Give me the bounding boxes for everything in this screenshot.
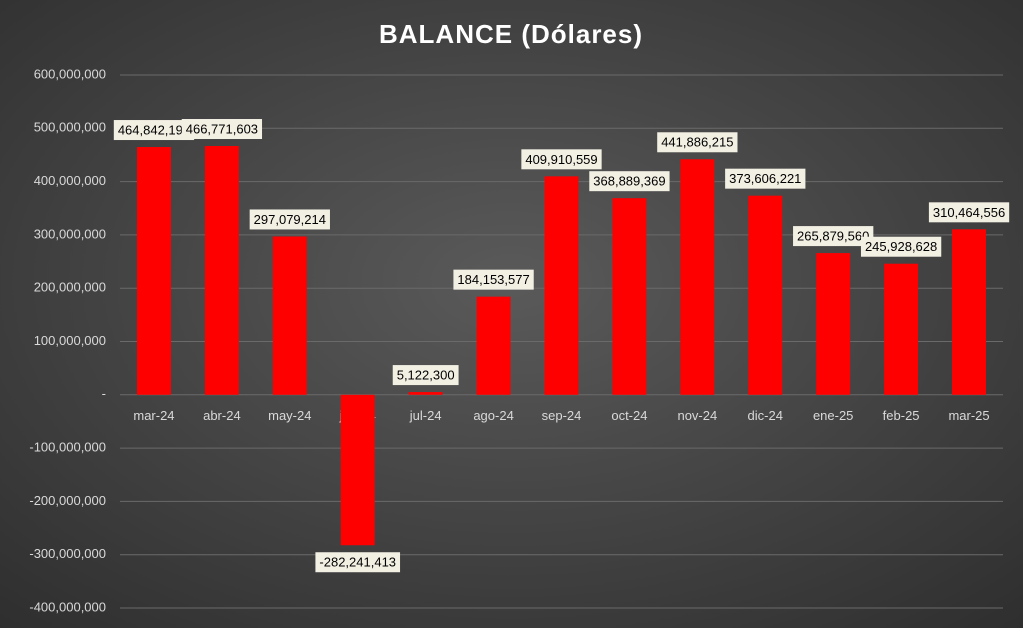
x-tick-label: nov-24	[677, 408, 717, 423]
data-label-text: -282,241,413	[319, 555, 396, 570]
x-tick-label: abr-24	[203, 408, 241, 423]
y-tick-label: -200,000,000	[29, 493, 106, 508]
y-tick-label: 100,000,000	[34, 333, 106, 348]
data-label-text: 265,879,560	[797, 229, 869, 244]
bar	[884, 263, 919, 395]
data-label: 466,771,603	[181, 119, 263, 140]
data-label: 441,886,215	[657, 132, 738, 153]
y-tick-label: 500,000,000	[34, 120, 106, 135]
bar	[952, 229, 987, 395]
data-label-text: 310,464,556	[933, 205, 1005, 220]
data-label-text: 441,886,215	[661, 135, 733, 150]
x-tick-label: ene-25	[813, 408, 853, 423]
bar	[476, 296, 511, 395]
data-label: 409,910,559	[521, 149, 602, 170]
x-tick-label: feb-25	[883, 408, 920, 423]
bar	[204, 146, 239, 395]
bar	[612, 198, 647, 395]
y-tick-label: -400,000,000	[29, 599, 106, 614]
data-label-box	[249, 209, 330, 230]
x-tick-label: may-24	[268, 408, 311, 423]
bar	[816, 253, 851, 395]
x-tick-label: oct-24	[611, 408, 647, 423]
data-label-box	[453, 269, 534, 290]
data-label-text: 5,122,300	[397, 368, 455, 383]
data-label-box	[860, 236, 942, 257]
data-label-box	[521, 149, 602, 170]
x-tick-label: sep-24	[542, 408, 582, 423]
data-label-text: 245,928,628	[865, 239, 937, 254]
y-tick-label: -	[102, 386, 106, 401]
data-label-text: 409,910,559	[525, 152, 597, 167]
data-label-box	[657, 132, 738, 153]
y-tick-label: -100,000,000	[29, 440, 106, 455]
data-label: 373,606,221	[725, 168, 806, 189]
bar	[748, 195, 783, 395]
y-tick-label: 600,000,000	[34, 66, 106, 81]
data-label: 184,153,577	[453, 269, 534, 290]
y-tick-label: -300,000,000	[29, 546, 106, 561]
data-label-text: 464,842,190	[118, 122, 190, 137]
bar	[680, 159, 715, 395]
x-tick-label: mar-24	[133, 408, 174, 423]
data-label: 265,879,560	[793, 226, 874, 247]
data-label-text: 373,606,221	[729, 171, 801, 186]
y-tick-label: 300,000,000	[34, 226, 106, 241]
bar	[136, 147, 171, 395]
bar	[544, 176, 579, 395]
x-tick-label: ago-24	[473, 408, 513, 423]
data-label-text: 368,889,369	[593, 174, 665, 189]
bar	[340, 394, 375, 546]
x-tick-label: mar-25	[948, 408, 989, 423]
bar	[272, 236, 307, 395]
x-tick-label: dic-24	[748, 408, 783, 423]
data-label: 245,928,628	[860, 236, 942, 257]
chart-title: BALANCE (Dólares)	[379, 19, 643, 49]
x-tick-label: jul-24	[409, 408, 442, 423]
data-label-box	[725, 168, 806, 189]
data-label-text: 184,153,577	[457, 272, 529, 287]
data-label: 310,464,556	[928, 202, 1010, 223]
data-label: -282,241,413	[315, 552, 401, 573]
data-label: 5,122,300	[392, 365, 459, 386]
data-label: 368,889,369	[589, 171, 670, 192]
data-label-text: 297,079,214	[254, 212, 326, 227]
y-tick-label: 400,000,000	[34, 173, 106, 188]
data-label-box	[928, 202, 1010, 223]
data-label-box	[181, 119, 263, 140]
data-label-text: 466,771,603	[186, 121, 258, 136]
y-tick-label: 200,000,000	[34, 280, 106, 295]
data-label-box	[113, 120, 195, 141]
data-label-box	[315, 552, 401, 573]
data-label-box	[392, 365, 459, 386]
bar	[408, 392, 443, 395]
data-label: 464,842,190	[113, 120, 195, 141]
data-label: 297,079,214	[249, 209, 330, 230]
data-label-box	[589, 171, 670, 192]
data-label-box	[793, 226, 874, 247]
